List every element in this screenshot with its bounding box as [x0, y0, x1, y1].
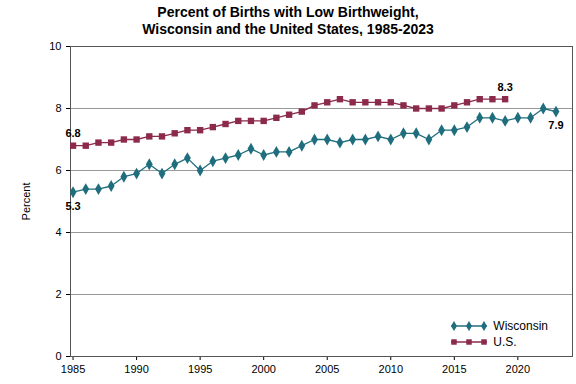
svg-text:Percent: Percent: [20, 183, 32, 221]
svg-text:2010: 2010: [379, 363, 403, 375]
html-text:Percent of Births with Low Bir: Percent of Births with Low Birthweight,: [157, 4, 419, 20]
svg-text:6: 6: [55, 164, 61, 176]
svg-text:1995: 1995: [188, 363, 212, 375]
svg-text:7.9: 7.9: [548, 119, 563, 131]
html-text:Wisconsin and the United State: Wisconsin and the United States, 1985-20…: [142, 21, 434, 37]
html-text:U.S.: U.S.: [493, 335, 517, 349]
svg-text:2000: 2000: [251, 363, 275, 375]
svg-text:2015: 2015: [442, 363, 466, 375]
svg-text:6.8: 6.8: [65, 127, 80, 139]
html-text:Wisconsin: Wisconsin: [493, 319, 548, 333]
svg-text:1990: 1990: [124, 363, 148, 375]
svg-text:4: 4: [55, 226, 61, 238]
svg-text:2: 2: [55, 288, 61, 300]
svg-text:8: 8: [55, 102, 61, 114]
svg-text:0: 0: [55, 350, 61, 362]
svg-text:10: 10: [49, 40, 61, 52]
svg-text:2020: 2020: [506, 363, 530, 375]
svg-text:1985: 1985: [61, 363, 85, 375]
svg-text:2005: 2005: [315, 363, 339, 375]
svg-text:8.3: 8.3: [497, 81, 512, 93]
svg-text:5.3: 5.3: [65, 200, 80, 212]
